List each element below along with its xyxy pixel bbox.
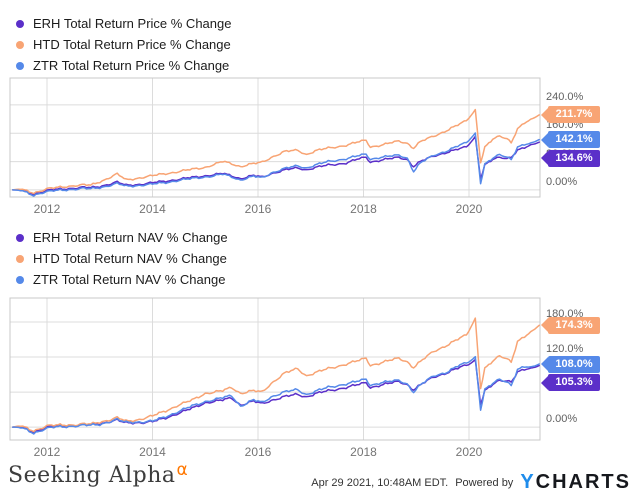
ycharts-logo-charts: CHARTS (535, 471, 631, 493)
x-tick-label: 2016 (244, 445, 272, 459)
legend-label-erh-nav: ERH Total Return NAV % Change (33, 230, 228, 245)
legend-item-erh-nav: ERH Total Return NAV % Change (16, 227, 228, 248)
price-chart-plot (9, 77, 541, 198)
y-tick-label: 240.0% (546, 90, 584, 103)
legend-item-ztr-nav: ZTR Total Return NAV % Change (16, 269, 228, 290)
x-tick-label: 2012 (33, 445, 61, 459)
x-tick-label: 2016 (244, 202, 272, 216)
y-tick-label: 120.0% (546, 343, 584, 355)
ztr-price-value-badge: 142.1% (541, 131, 600, 149)
nav-chart-legend: ERH Total Return NAV % Change HTD Total … (16, 227, 228, 290)
legend-label-ztr-price: ZTR Total Return Price % Change (33, 58, 230, 73)
legend-item-htd-nav: HTD Total Return NAV % Change (16, 248, 228, 269)
ztr-legend-dot-icon (16, 61, 24, 70)
nav-chart-plot (9, 297, 541, 441)
x-tick-label: 2018 (350, 202, 377, 216)
legend-label-htd-nav: HTD Total Return NAV % Change (33, 251, 227, 266)
legend-item-erh-price: ERH Total Return Price % Change (16, 13, 231, 34)
x-tick-label: 2012 (33, 202, 61, 216)
htd-price-line (11, 108, 540, 195)
legend-label-erh-price: ERH Total Return Price % Change (33, 16, 232, 31)
ycharts-logo-y: Y (520, 471, 536, 493)
legend-label-htd-price: HTD Total Return Price % Change (33, 37, 231, 52)
seeking-alpha-logo[interactable]: Seeking Alphaα (8, 460, 189, 488)
footer-attribution: Apr 29 2021, 10:48AM EDT. Powered by YCH… (311, 471, 631, 494)
x-tick-label: 2020 (455, 202, 483, 216)
htd-nav-value-badge: 174.3% (541, 316, 600, 334)
price-chart-legend: ERH Total Return Price % Change HTD Tota… (16, 13, 231, 76)
ztr-nav-value-badge: 108.0% (541, 355, 600, 373)
erh-price-line (11, 135, 540, 196)
x-tick-label: 2014 (139, 202, 166, 216)
y-tick-label: 0.00% (546, 175, 578, 188)
ztr-price-line (11, 132, 540, 197)
erh-price-value-badge: 134.6% (541, 149, 600, 167)
x-tick-label: 2018 (350, 445, 377, 459)
erh-nav-value-badge: 105.3% (541, 374, 600, 391)
plot-border (9, 77, 541, 198)
legend-item-htd-price: HTD Total Return Price % Change (16, 34, 231, 55)
x-tick-label: 2014 (139, 445, 166, 459)
htd-nav-line (11, 317, 540, 433)
htd-price-value-badge: 211.7% (541, 106, 600, 124)
htd-legend-dot-icon (16, 40, 24, 49)
erh-legend-dot-icon (16, 233, 24, 242)
plot-border (9, 297, 541, 441)
x-tick-label: 2020 (455, 445, 483, 459)
powered-by-label: Powered by (455, 476, 514, 489)
ycharts-logo[interactable]: YCHARTS (520, 471, 631, 494)
ztr-nav-line (11, 355, 540, 435)
legend-label-ztr-nav: ZTR Total Return NAV % Change (33, 272, 226, 287)
y-tick-label: 0.00% (546, 413, 578, 426)
htd-legend-dot-icon (16, 254, 24, 263)
legend-item-ztr-price: ZTR Total Return Price % Change (16, 55, 231, 76)
timestamp: Apr 29 2021, 10:48AM EDT. (311, 476, 449, 489)
seeking-alpha-alpha-icon: α (176, 460, 189, 480)
ztr-legend-dot-icon (16, 275, 24, 284)
seeking-alpha-logo-text: Seeking Alpha (8, 463, 176, 488)
erh-legend-dot-icon (16, 19, 24, 28)
